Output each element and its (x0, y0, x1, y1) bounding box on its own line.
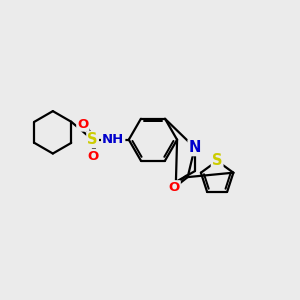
Text: S: S (87, 132, 98, 147)
Text: O: O (87, 150, 98, 163)
Text: O: O (77, 118, 88, 130)
Text: N: N (189, 140, 201, 155)
Text: NH: NH (102, 133, 124, 146)
Text: O: O (169, 181, 180, 194)
Text: S: S (212, 153, 222, 168)
